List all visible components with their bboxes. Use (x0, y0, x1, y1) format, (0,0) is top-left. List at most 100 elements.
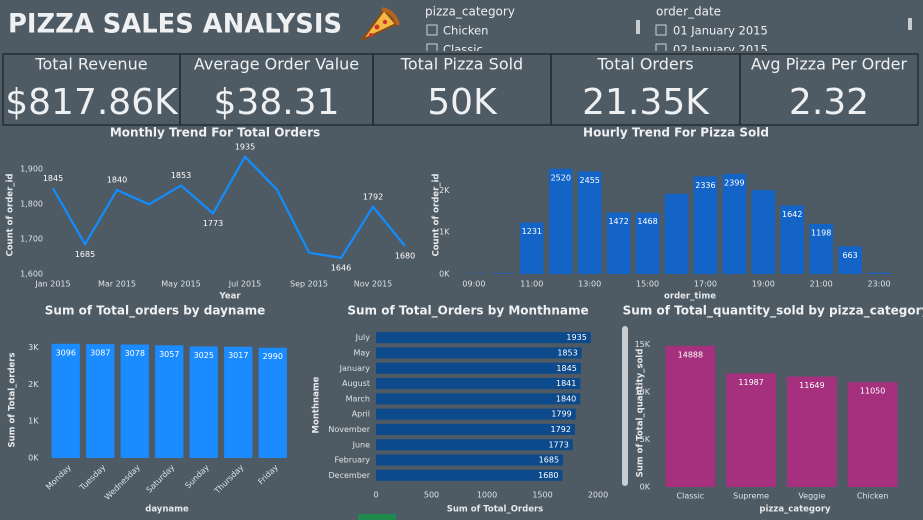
y-tick-label: November (328, 425, 370, 434)
data-label: 1685 (75, 250, 95, 259)
scrollbar[interactable] (636, 20, 640, 34)
x-tick-label: Mar 2015 (98, 280, 136, 289)
bar (847, 382, 898, 487)
y-tick-label: April (352, 410, 370, 419)
data-label: 1840 (107, 176, 127, 185)
x-tick-label: 15:00 (636, 280, 659, 289)
data-label: 3096 (56, 348, 76, 357)
bar (189, 346, 218, 458)
kpi-label: Total Revenue (34, 55, 147, 74)
data-label: 1773 (548, 440, 568, 449)
x-tick-label: Chicken (857, 492, 889, 501)
bar (491, 273, 515, 274)
data-label: 1642 (782, 210, 802, 219)
y-tick-label: May (353, 348, 370, 357)
slicer-item[interactable]: 01 January 2015 (673, 24, 768, 38)
slicer-checkbox[interactable] (655, 43, 667, 54)
chart-title: Hourly Trend For Pizza Sold (583, 126, 769, 140)
x-tick-label: Jul 2015 (228, 280, 262, 289)
bar (867, 272, 891, 274)
bar (786, 376, 837, 487)
data-label: 11050 (860, 387, 885, 396)
x-tick-label: 11:00 (520, 280, 543, 289)
x-axis-title: dayname (145, 505, 189, 515)
data-label: 1799 (551, 410, 571, 419)
x-tick-label: Supreme (733, 492, 769, 501)
y-axis-title: Sum of Total_quantity_sold (636, 349, 646, 478)
y-tick-label: 0K (640, 483, 651, 492)
slicer-item[interactable]: 02 January 2015 (673, 43, 768, 57)
x-tick-label: May 2015 (161, 280, 200, 289)
slicer-checkbox[interactable] (655, 24, 667, 36)
slicer-item[interactable]: Chicken (443, 24, 488, 38)
slicer-checkbox[interactable] (426, 43, 438, 54)
bar (376, 362, 581, 374)
slicer-checkbox[interactable] (426, 24, 438, 36)
kpi-value: $38.31 (214, 82, 340, 123)
data-label: 1792 (551, 425, 571, 434)
page-tab[interactable] (358, 514, 396, 520)
scrollbar[interactable] (622, 326, 628, 486)
x-tick-label: 13:00 (578, 280, 601, 289)
kpi-label: Avg Pizza Per Order (751, 55, 908, 74)
data-label: 2990 (263, 352, 283, 361)
data-label: 2399 (724, 178, 744, 187)
bar (86, 344, 115, 458)
y-tick-label: 1K (439, 228, 450, 237)
data-label: 1935 (235, 142, 255, 151)
kpi-label: Total Pizza Sold (400, 55, 523, 74)
x-tick-label: Jan 2015 (34, 280, 70, 289)
x-tick-label: 19:00 (752, 280, 775, 289)
x-tick-label: 21:00 (810, 280, 833, 289)
pizza-icon (361, 7, 400, 41)
y-tick-label: 1K (28, 417, 39, 426)
bar (120, 344, 149, 458)
chart-title: Sum of Total_Orders by Monthname (347, 304, 588, 319)
data-label: 1472 (608, 217, 628, 226)
y-tick-label: 2K (439, 186, 450, 195)
bar (376, 454, 564, 466)
chart-title: Monthly Trend For Total Orders (110, 126, 320, 140)
y-tick-label: March (346, 394, 370, 403)
x-tick-label: Sep 2015 (290, 280, 328, 289)
bar (376, 469, 563, 481)
y-tick-label: 1,900 (20, 165, 43, 174)
data-label: 11987 (738, 378, 763, 387)
scrollbar[interactable] (908, 18, 912, 30)
bar (577, 171, 602, 274)
chart-title: Sum of Total_orders by dayname (45, 304, 265, 319)
bar (376, 332, 591, 344)
data-label: 1231 (522, 227, 542, 236)
bar (665, 345, 716, 487)
line (52, 154, 406, 260)
x-tick-label: 2000 (588, 491, 608, 500)
data-label: 11649 (799, 381, 824, 390)
data-label: 3025 (194, 351, 214, 360)
y-tick-label: 15K (635, 340, 651, 349)
slicer-item[interactable]: Classic (443, 43, 483, 57)
x-tick-label: 1000 (477, 491, 497, 500)
x-tick-label: 09:00 (462, 280, 485, 289)
data-label: 1685 (539, 456, 559, 465)
bar (548, 168, 573, 274)
y-tick-label: 0K (439, 270, 450, 279)
kpi-label: Total Orders (596, 55, 693, 74)
data-label: 3087 (90, 349, 110, 358)
x-tick-label: Nov 2015 (354, 280, 393, 289)
y-tick-label: August (342, 379, 370, 388)
y-tick-label: February (335, 456, 371, 465)
y-tick-label: 10K (635, 388, 651, 397)
slicer-title: pizza_category (425, 5, 515, 19)
bar (726, 373, 777, 487)
data-label: 1468 (637, 217, 657, 226)
y-tick-label: 0K (28, 454, 39, 463)
y-axis-title: Sum of Total_orders (8, 352, 18, 447)
bar (376, 439, 573, 451)
x-tick-label: 500 (424, 491, 439, 500)
data-label: 2455 (580, 176, 600, 185)
data-label: 1773 (203, 219, 223, 228)
y-tick-label: 5K (640, 435, 651, 444)
bar (635, 212, 660, 274)
